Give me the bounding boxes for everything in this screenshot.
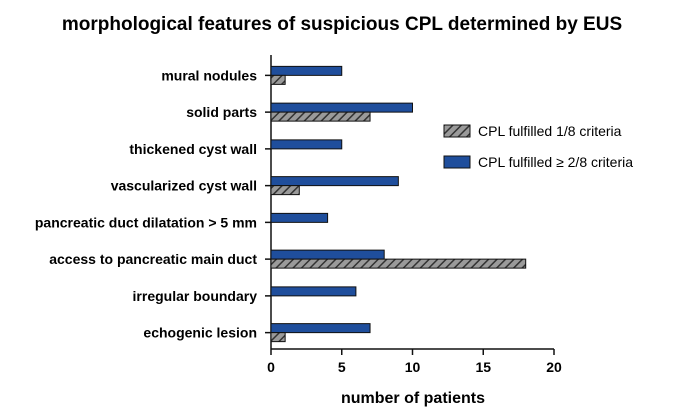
bar-cpl-fulfilled-1-8-criteria-access-to-pancreatic-main-duct xyxy=(270,258,527,269)
category-label-echogenic-lesion: echogenic lesion xyxy=(143,325,257,341)
bar-cpl-fulfilled-1-8-criteria-solid-parts xyxy=(270,111,371,122)
bar-cpl-fulfilled-2-8-criteria-mural-nodules xyxy=(270,65,343,76)
plot-area: mural nodules solid parts thickened cyst w… xyxy=(35,55,562,375)
x-tick-label: 20 xyxy=(546,359,562,375)
category-label-solid-parts: solid parts xyxy=(186,104,257,120)
bar-cpl-fulfilled-2-8-criteria-vascularized-cyst-wall xyxy=(270,176,399,187)
bar-cpl-fulfilled-2-8-criteria-pancreatic-duct-dilatation-5-mm xyxy=(270,212,329,223)
category-label-pancreatic-duct-dilatation-5-mm: pancreatic duct dilatation > 5 mm xyxy=(35,214,257,230)
x-tick-label: 5 xyxy=(338,359,346,375)
legend: CPL fulfilled 1/8 criteria CPL fulfilled … xyxy=(443,123,633,170)
bar-cpl-fulfilled-1-8-criteria-mural-nodules xyxy=(270,74,286,85)
x-tick-label: 10 xyxy=(405,359,421,375)
legend-label-cpl-fulfilled-1-8-criteria: CPL fulfilled 1/8 criteria xyxy=(478,123,622,139)
category-label-thickened-cyst-wall: thickened cyst wall xyxy=(129,141,257,157)
category-label-mural-nodules: mural nodules xyxy=(161,67,257,83)
category-label-access-to-pancreatic-main-duct: access to pancreatic main duct xyxy=(49,251,257,267)
bar-cpl-fulfilled-2-8-criteria-access-to-pancreatic-main-duct xyxy=(270,249,385,260)
bar-cpl-fulfilled-2-8-criteria-irregular-boundary xyxy=(270,286,357,297)
legend-label-cpl-fulfilled-2-8-criteria: CPL fulfilled ≥ 2/8 criteria xyxy=(478,154,633,170)
x-tick-label: 0 xyxy=(267,359,275,375)
bar-cpl-fulfilled-2-8-criteria-echogenic-lesion xyxy=(270,323,371,334)
bar-cpl-fulfilled-1-8-criteria-vascularized-cyst-wall xyxy=(270,185,300,196)
category-label-irregular-boundary: irregular boundary xyxy=(133,288,258,304)
bar-cpl-fulfilled-2-8-criteria-solid-parts xyxy=(270,102,413,113)
x-tick-label: 15 xyxy=(475,359,491,375)
bar-cpl-fulfilled-1-8-criteria-echogenic-lesion xyxy=(270,332,286,343)
bar-cpl-fulfilled-2-8-criteria-thickened-cyst-wall xyxy=(270,139,343,150)
category-label-vascularized-cyst-wall: vascularized cyst wall xyxy=(111,178,257,194)
legend-swatch-cpl-fulfilled-1-8-criteria xyxy=(443,124,471,138)
chart-title: morphological features of suspicious CPL… xyxy=(62,14,622,35)
x-axis-label: number of patients xyxy=(341,390,485,407)
legend-swatch-cpl-fulfilled-2-8-criteria xyxy=(443,155,471,169)
